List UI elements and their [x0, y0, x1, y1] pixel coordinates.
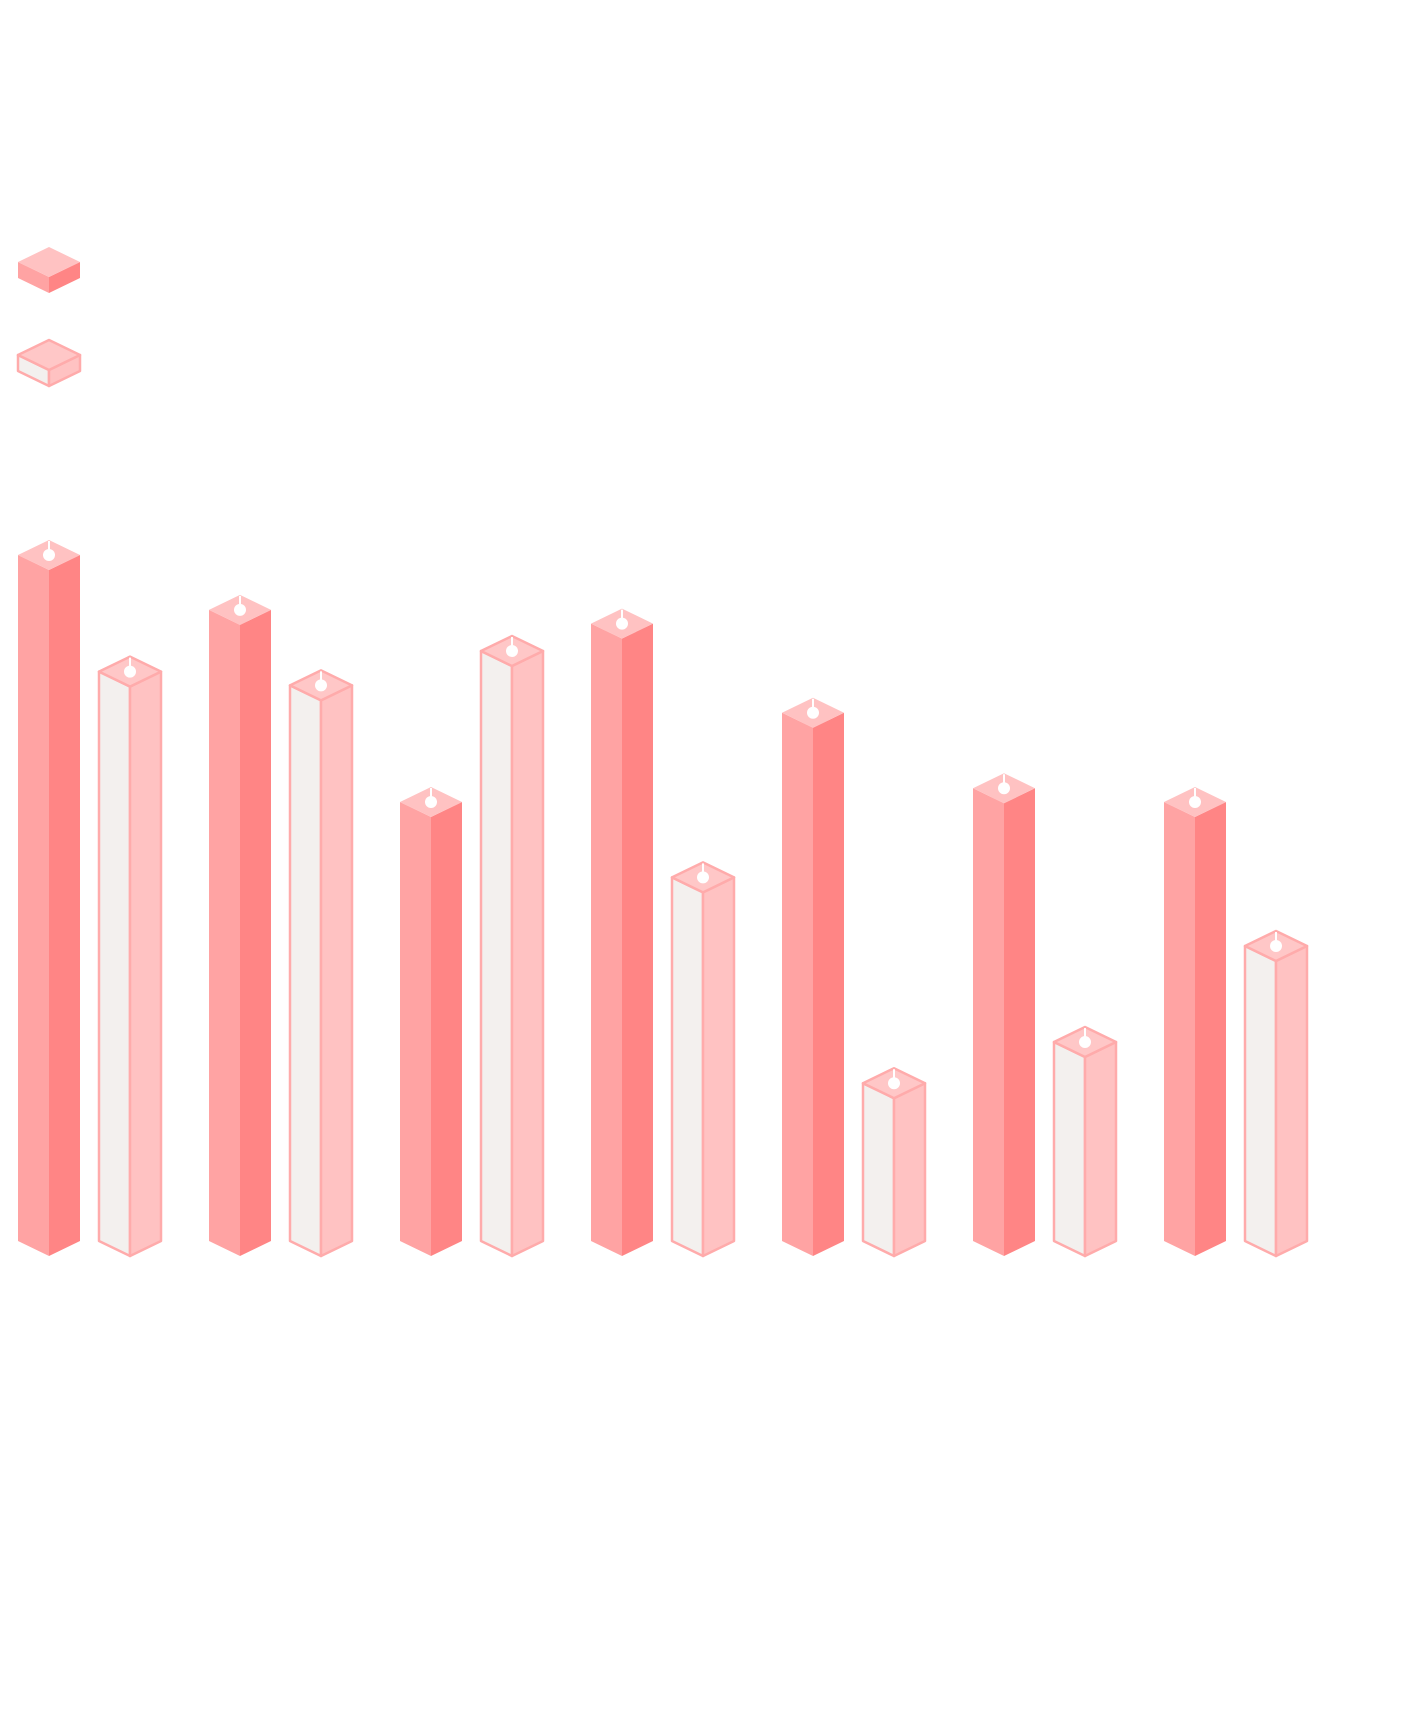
bar-marker-dot [506, 645, 518, 658]
bar-right-face [510, 649, 545, 1258]
bar-right-face [1004, 788, 1035, 1256]
bar-series2-group4 [670, 861, 736, 1258]
legend-top-face [18, 247, 80, 277]
bar-left-face [288, 684, 323, 1258]
bar-right-face [1274, 944, 1309, 1258]
bar-right-face [1083, 1040, 1118, 1258]
bar-series1-group4 [591, 608, 653, 1256]
bar-left-face [973, 788, 1004, 1256]
bar-series1-group6 [973, 773, 1035, 1256]
bar-left-face [1243, 944, 1278, 1258]
bars-group [18, 540, 1309, 1258]
bar-left-face [479, 649, 514, 1258]
bar-series1-group3 [400, 786, 462, 1256]
bar-series2-group3 [479, 634, 545, 1258]
legend-left-face [18, 262, 49, 293]
bar-right-face [813, 712, 844, 1256]
bar-left-face [1052, 1040, 1087, 1258]
bar-series2-group6 [1052, 1025, 1118, 1258]
bar-marker-dot [315, 679, 327, 692]
bar-marker-dot [43, 549, 55, 561]
bar-left-face [861, 1081, 896, 1258]
bar-marker-dot [697, 871, 709, 884]
bar-series2-group7 [1243, 929, 1309, 1258]
bar-right-face [431, 801, 462, 1256]
bar-series2-group5 [861, 1066, 927, 1258]
bar-left-face [209, 609, 240, 1256]
bar-left-face [1164, 801, 1195, 1256]
bar-left-face [782, 712, 813, 1256]
bar-marker-dot [807, 706, 819, 719]
bar-right-face [319, 684, 354, 1258]
bar-left-face [18, 555, 49, 1256]
bar-marker-dot [1079, 1036, 1091, 1049]
bar-marker-dot [616, 617, 628, 630]
bar-right-face [49, 555, 80, 1256]
bar-series1-group2 [209, 594, 271, 1256]
legend-swatch-series1 [18, 247, 80, 293]
bar-right-face [622, 623, 653, 1256]
bar-left-face [591, 623, 622, 1256]
bar-series2-group2 [288, 669, 354, 1258]
bar-right-face [128, 670, 163, 1258]
legend [16, 247, 82, 388]
bar-right-face [892, 1081, 927, 1258]
bar-right-face [1195, 801, 1226, 1256]
bar-right-face [240, 609, 271, 1256]
bar-left-face [97, 670, 132, 1258]
bar-series1-group1 [18, 540, 80, 1256]
bar-left-face [400, 801, 431, 1256]
bar-marker-dot [234, 603, 246, 616]
bar-marker-dot [425, 795, 437, 808]
bar-left-face [670, 876, 705, 1258]
bar-marker-dot [998, 782, 1010, 795]
bar-marker-dot [1270, 940, 1282, 953]
bar-right-face [701, 876, 736, 1258]
legend-top-face [16, 338, 82, 372]
bar-marker-dot [124, 665, 136, 678]
bar-series2-group1 [97, 655, 163, 1258]
bar-marker-dot [888, 1077, 900, 1090]
legend-right-face [49, 262, 80, 293]
bar-marker-dot [1189, 795, 1201, 808]
bar-series1-group5 [782, 697, 844, 1256]
legend-swatch-series2 [16, 338, 82, 388]
bar-series1-group7 [1164, 786, 1226, 1256]
